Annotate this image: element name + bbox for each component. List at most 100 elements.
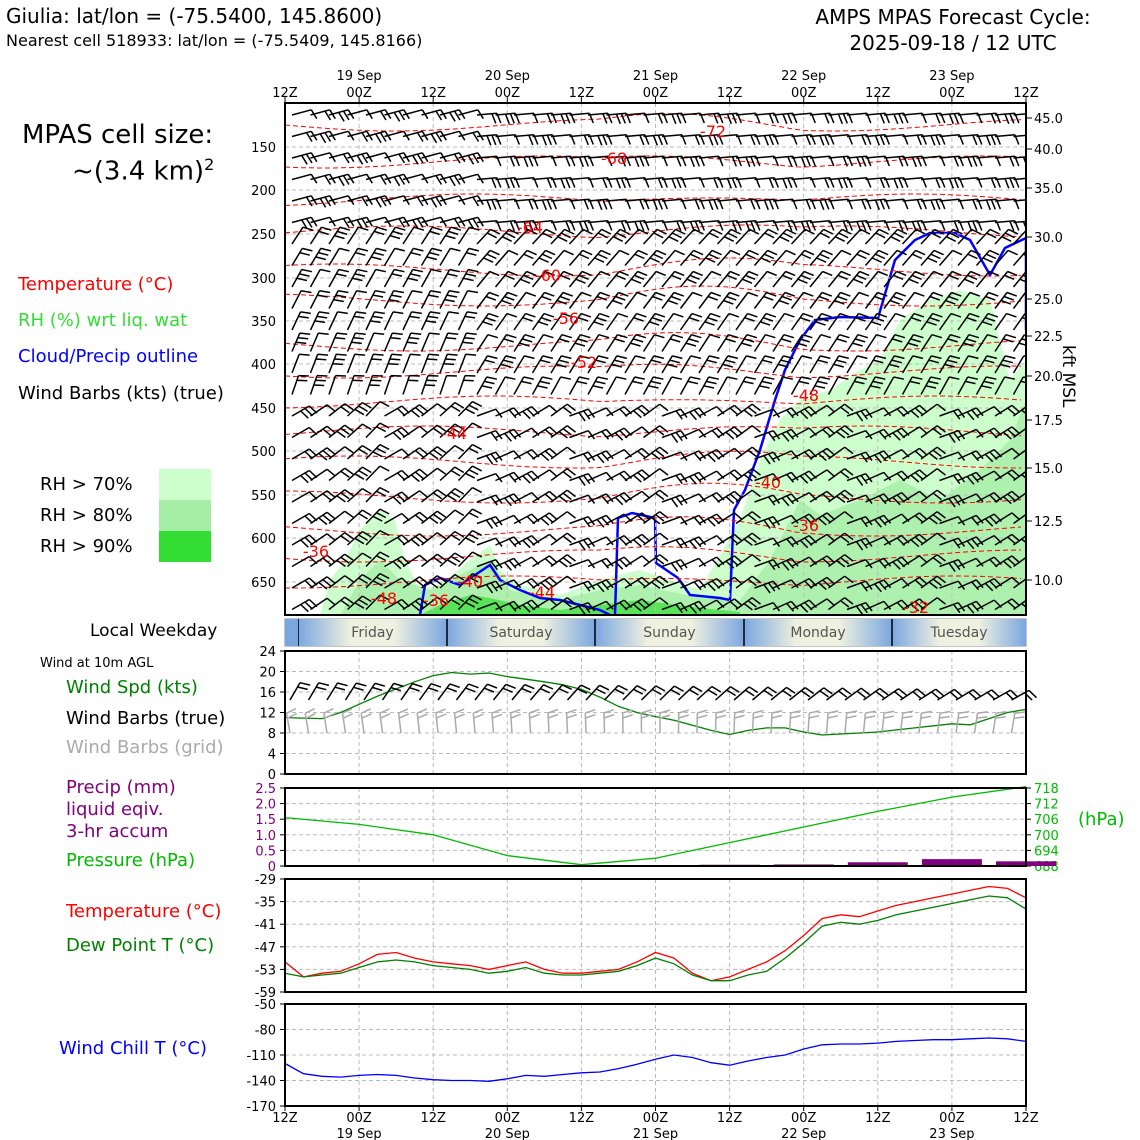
wind-barb	[550, 355, 572, 374]
wind-barb	[920, 333, 943, 352]
wind-barb	[790, 291, 814, 309]
wind-barb	[846, 601, 873, 615]
pressure-tick-label: 706	[1034, 813, 1059, 828]
isotherm-line	[285, 575, 1022, 589]
wind-barb	[383, 226, 406, 245]
wind-barb	[920, 376, 942, 395]
panel-y-tick-label: -80	[255, 1024, 276, 1039]
wind-barb	[587, 228, 612, 245]
wind-barb	[624, 270, 648, 288]
y-right-tick-label: 17.5	[1034, 414, 1063, 429]
wind-barb	[698, 291, 722, 309]
wind-barb	[587, 134, 613, 146]
panel-y-tick-label: 2.5	[255, 782, 276, 797]
wind-barb	[365, 353, 384, 374]
wind-barb	[328, 575, 354, 589]
wind10m-label: Wind at 10m AGL	[40, 656, 154, 671]
panel-y-tick-label: -170	[246, 1100, 276, 1115]
wind-barb	[642, 228, 667, 245]
wind-barb	[772, 536, 799, 548]
wind-barb	[661, 228, 686, 245]
panel-y-tick-label: -41	[255, 918, 276, 933]
wind-barb	[920, 198, 946, 211]
legend-barbs-grid: Wind Barbs (grid)	[66, 737, 224, 758]
wind-barb	[494, 312, 518, 331]
x-bottom-tick-label: 00Z	[643, 1111, 669, 1126]
wind-barb	[624, 469, 651, 483]
wind-barb	[605, 228, 630, 245]
dewpoint-line	[284, 895, 1027, 982]
wind-barb	[828, 597, 854, 611]
panel-frame	[284, 878, 1027, 993]
wind-barb	[809, 469, 836, 482]
wind-barb	[846, 451, 873, 463]
x-top-tick-label: 12Z	[865, 86, 891, 101]
wind-barb	[809, 376, 831, 395]
surface-wind-barb	[640, 685, 666, 701]
wind-barb	[587, 198, 613, 211]
wind-barb	[698, 198, 724, 211]
wind-barb	[865, 514, 892, 528]
wind-barb	[587, 557, 614, 569]
wind-barb	[476, 376, 498, 395]
y-right-tick-label: 40.0	[1034, 143, 1063, 158]
legend-rh70: RH > 70%	[40, 474, 133, 495]
wind-barb	[679, 355, 702, 374]
wind-barb	[975, 291, 999, 309]
wind-barb	[346, 423, 372, 439]
x-bottom-date-label: 23 Sep	[929, 1127, 974, 1140]
wind-barb	[568, 291, 592, 309]
wind-barb	[605, 333, 628, 352]
wind-barb	[1012, 312, 1026, 331]
isotherm-line	[285, 546, 1022, 563]
wind-barb	[790, 355, 813, 374]
wind-barb	[791, 155, 816, 168]
panel-y-tick-label: 1.0	[255, 829, 276, 844]
wind-barb	[864, 270, 888, 288]
wind-barb	[716, 291, 740, 309]
wind-barb	[717, 112, 742, 125]
wind-barb	[328, 553, 354, 568]
wind-barb	[291, 289, 312, 309]
wind-barb	[439, 289, 460, 309]
cross-section-axes: 150 200 250 300 350 400 450 500 550 600 650 45.0 40.…	[251, 69, 1063, 591]
wind-barb	[365, 247, 387, 266]
surface-wind-barb	[863, 687, 889, 701]
wind-barb	[513, 333, 536, 352]
wind-barb	[605, 270, 629, 288]
wind-barb	[809, 228, 834, 245]
wind-barb	[309, 332, 329, 352]
wind-barb	[661, 472, 688, 485]
grid-wind-barb	[565, 708, 577, 734]
grid-wind-barb	[435, 708, 447, 734]
wind-barb	[957, 600, 984, 614]
isotherm-line	[285, 113, 1022, 132]
wind-barb	[291, 469, 318, 484]
wind-barb	[772, 270, 796, 288]
wind-barb	[346, 466, 372, 482]
wind-barb	[846, 515, 873, 528]
wind-barb	[772, 291, 796, 309]
station-title: Giulia: lat/lon = (-75.5400, 145.8600)	[6, 4, 383, 28]
y-right-tick-label: 30.0	[1034, 231, 1063, 246]
wind-barb	[846, 333, 869, 352]
wind-barb	[883, 228, 908, 245]
wind-barb	[476, 333, 499, 352]
wind-barb	[346, 401, 372, 417]
wind-barb	[790, 312, 814, 331]
x-bottom-tick-label: 00Z	[495, 1111, 521, 1126]
wind-barb	[846, 494, 873, 504]
wind-barb	[291, 353, 310, 374]
wind-barb	[494, 228, 519, 245]
wind-barb	[421, 575, 447, 589]
y-left-tick-label: 450	[251, 402, 276, 417]
wind-barb	[864, 228, 889, 245]
wind-barb	[975, 312, 999, 331]
surface-wind-barb	[474, 683, 498, 701]
wind-barb	[365, 443, 390, 460]
wind-barb	[439, 332, 459, 352]
wind-barb	[587, 579, 614, 593]
wind-barb	[291, 332, 311, 352]
wind-barb	[309, 374, 328, 395]
wind-barb	[957, 220, 983, 232]
